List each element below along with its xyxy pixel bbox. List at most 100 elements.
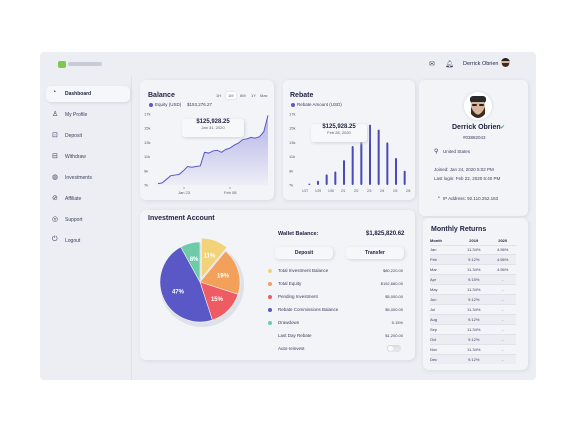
investment-row-value: $5,000.00 xyxy=(385,307,403,312)
profile-avatar xyxy=(464,92,492,120)
range-1m[interactable]: 1M xyxy=(226,92,236,99)
balance-line xyxy=(157,115,269,185)
y-tick-label: 7k xyxy=(289,183,293,188)
profile-id: #03882043 xyxy=(463,135,486,140)
sidebar-item-my-profile[interactable]: ♙ My Profile xyxy=(46,107,130,123)
table-cell: Oct xyxy=(430,333,459,345)
investment-title: Investment Account xyxy=(148,215,215,222)
sidebar-item-label: Dashboard xyxy=(65,91,92,97)
rebate-legend-label: Rebate Amount (USD) xyxy=(297,102,342,107)
pie-slice xyxy=(180,241,201,283)
dashboard-icon: ◔ xyxy=(52,89,57,96)
y-tick-label: 7k xyxy=(144,183,148,188)
bell-icon[interactable]: 🔔︎ xyxy=(445,61,454,68)
legend-marker xyxy=(268,269,272,273)
rebate-bar xyxy=(334,171,337,185)
investment-row-label: Pending Investment xyxy=(278,294,318,299)
pie-slice-label: 19% xyxy=(217,273,230,279)
range-1y[interactable]: 1Y xyxy=(251,93,256,98)
investment-pie-chart[interactable]: 11% 19% 15% 47% 8% xyxy=(150,232,250,332)
monthly-returns-table: Month 2019 2020 Jan 11.34% 4.56% Feb 9.12% 4.… xyxy=(430,236,516,365)
monthly-returns-title: Monthly Returns xyxy=(431,226,487,233)
pie-slice xyxy=(201,237,228,280)
support-icon: ◎ xyxy=(52,216,59,223)
x-tick-label: 2/5 xyxy=(393,189,398,193)
y-tick-label: 15k xyxy=(289,126,295,131)
auto-reinvest-toggle[interactable] xyxy=(387,345,401,352)
deposit-button[interactable]: Deposit xyxy=(275,247,333,259)
sidebar-item-support[interactable]: ◎ Support xyxy=(46,212,130,228)
x-tick-label: 1/30 xyxy=(328,189,334,193)
table-row: Jan 11.34% 4.56% xyxy=(430,244,516,255)
range-6m[interactable]: 6M xyxy=(240,93,246,98)
balance-tooltip-date: Jan 31, 2020 xyxy=(201,125,225,130)
table-row: Aug 9.12% - xyxy=(430,314,516,325)
table-cell: 11.34% xyxy=(458,324,490,335)
pie-slice-label: 11% xyxy=(204,254,216,260)
profile-last-login: Last login: Feb 22, 2020 6:40 PM xyxy=(434,176,501,181)
y-tick-label: 11k xyxy=(289,154,295,159)
wallet-value: $1,825,820.62 xyxy=(366,231,405,237)
sidebar-item-investments[interactable]: ◍ Investments xyxy=(46,170,130,186)
profile-name: Derrick Obrien xyxy=(452,124,501,131)
verified-icon: ✔ xyxy=(500,125,506,131)
investment-card: Investment Account 11% 19% 15% 47% 8% Wallet… xyxy=(140,210,415,360)
rebate-bar xyxy=(395,158,397,185)
top-avatar[interactable] xyxy=(501,58,510,67)
range-1h[interactable]: 1H xyxy=(216,93,222,98)
investment-row-label: Last Day Rebate xyxy=(278,333,312,338)
table-cell: 9.12% xyxy=(458,333,490,345)
sidebar-item-withdraw[interactable]: ⊟ Withdraw xyxy=(46,149,130,165)
balance-area xyxy=(158,115,268,185)
balance-legend-value: $153,276.27 xyxy=(187,102,213,107)
table-cell: - xyxy=(489,333,516,345)
y-tick-label: 11k xyxy=(144,154,150,159)
wallet-label: Wallet Balance: xyxy=(278,231,319,237)
investment-row-label: Total Investment Balance xyxy=(278,268,329,273)
mail-icon[interactable]: ✉ xyxy=(429,61,435,68)
table-cell: Dec xyxy=(430,353,459,365)
x-tick-label: 1/27 xyxy=(302,189,308,193)
y-tick-label: 15k xyxy=(144,126,150,131)
range-max[interactable]: Max xyxy=(260,93,268,98)
pie-slice xyxy=(199,250,241,295)
table-row: Dec 9.12% - xyxy=(430,353,516,365)
investment-row-value: 5.15% xyxy=(391,320,403,325)
sidebar-item-label: Support xyxy=(65,217,83,223)
sidebar-item-dashboard[interactable]: ◔ Dashboard xyxy=(46,86,130,102)
x-tick-label: Jan 23 xyxy=(178,190,191,195)
location-pin-icon: ⚲ xyxy=(434,149,439,155)
rebate-bar xyxy=(369,124,371,185)
rebate-tooltip: $125,928.25 Feb 28, 2020 xyxy=(311,124,367,142)
table-cell: 11.34% xyxy=(458,284,490,295)
investment-row-label: Drawdown xyxy=(278,320,300,325)
sidebar-item-logout[interactable]: ⏻ Logout xyxy=(46,233,130,249)
deposit-icon: ⊡ xyxy=(52,132,58,139)
sidebar: ◔ Dashboard ♙ My Profile ⊡ Deposit ⊟ Wit… xyxy=(40,76,132,380)
profile-country: United States xyxy=(443,149,471,154)
rebate-chart[interactable]: 17k 15k 13k 11k 9k 7k 1/27 1/29 1/30 2/1 2/2 2/3 2/4… xyxy=(283,80,415,200)
brand-logo[interactable] xyxy=(58,61,102,68)
table-header-row: Month 2019 2020 xyxy=(430,236,516,245)
pie-slice-label: 15% xyxy=(211,297,224,303)
top-user-name[interactable]: Derrick Obrien xyxy=(463,61,499,67)
table-cell: Nov xyxy=(430,343,459,355)
rebate-card: Rebate Rebate Amount (USD) 17k 15k 13k 11k 9… xyxy=(283,80,415,200)
balance-card: Balance Equity (USD) $153,276.27 1H 1M 6… xyxy=(140,80,274,200)
pie-slice xyxy=(159,246,213,323)
investment-row-label: Rebate Commissions Balance xyxy=(278,307,339,312)
balance-chart[interactable]: 17k 15k 13k 11k 9k 7k Jan 23 Feb 08 xyxy=(140,80,274,200)
table-row: Jul 11.34% - xyxy=(430,304,516,315)
dashboard-app: ✉ 🔔︎ Derrick Obrien ◔ Dashboard ♙ My Pro… xyxy=(40,52,536,380)
table-cell: - xyxy=(489,353,516,365)
transfer-button[interactable]: Transfer xyxy=(346,247,404,259)
table-cell: 11.34% xyxy=(458,264,490,275)
ip-icon: • xyxy=(438,195,440,201)
sidebar-item-deposit[interactable]: ⊡ Deposit xyxy=(46,128,130,144)
toggle-knob xyxy=(388,346,393,351)
sidebar-item-affiliate[interactable]: ⊘ Affiliate xyxy=(46,191,130,207)
rebate-bar xyxy=(343,160,345,185)
table-row: Mar 11.34% 4.56% xyxy=(430,264,516,275)
table-cell: Aug xyxy=(430,314,459,325)
table-cell: 11.34% xyxy=(458,304,490,315)
